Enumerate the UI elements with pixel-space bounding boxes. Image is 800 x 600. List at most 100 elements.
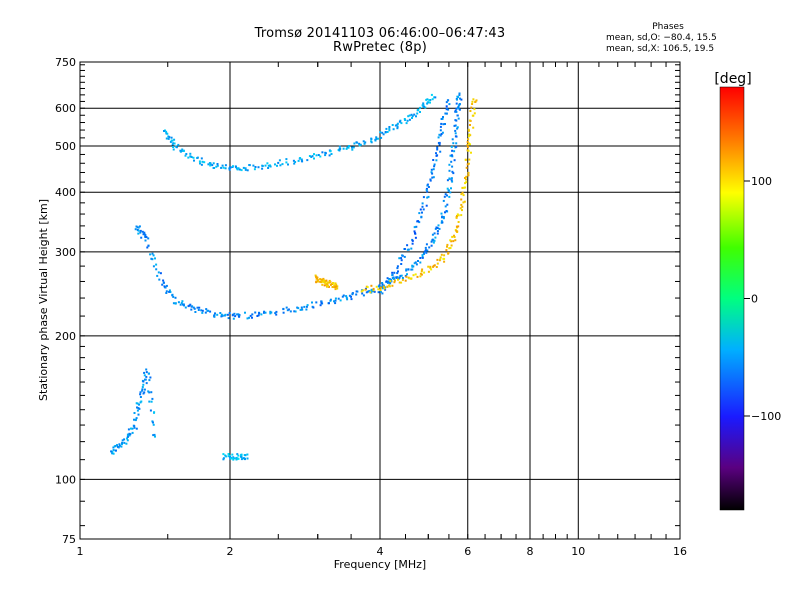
data-point [324,154,327,157]
data-point [224,167,227,170]
data-point [336,287,339,290]
data-point [375,285,378,288]
data-point [242,166,245,169]
data-point [287,163,289,166]
data-point [413,230,416,233]
data-point [121,439,124,442]
data-point [237,167,240,170]
data-point [454,229,457,231]
data-point [286,309,289,312]
data-point [426,98,429,101]
data-point [222,166,225,169]
data-point [420,215,423,218]
data-point [392,277,395,280]
data-point [269,310,272,313]
data-point [275,313,278,316]
data-point [440,118,443,120]
data-point [246,457,249,460]
data-point [450,154,453,157]
data-point [468,119,471,122]
data-point [308,155,311,157]
data-point [179,303,182,306]
data-point [433,165,436,168]
data-point [441,215,444,218]
data-point [445,249,448,252]
data-point [381,292,384,295]
data-point [430,93,433,96]
data-point [393,279,396,282]
data-point [155,268,158,271]
data-point [237,313,240,316]
data-point [191,305,194,308]
data-point [219,312,222,314]
data-point [165,290,168,293]
data-point [420,273,423,276]
data-point [328,279,331,282]
data-point [407,268,410,271]
data-point [216,164,219,167]
data-point [228,312,231,314]
data-point [146,246,149,249]
data-point [377,291,380,294]
data-point [317,154,320,156]
data-point [446,194,448,197]
data-point [240,454,242,457]
data-point [410,268,413,271]
data-point [165,292,168,294]
data-point [391,124,394,126]
data-point [450,160,453,163]
data-point [165,137,168,140]
data-point [429,101,431,104]
data-point [411,239,414,242]
data-point [440,133,443,135]
data-point [467,171,470,174]
data-point [112,452,115,455]
data-point [450,244,453,247]
data-point [125,442,128,445]
data-point [348,145,350,147]
data-point [430,240,433,243]
data-point [192,156,195,159]
data-point [458,94,461,97]
data-point [448,195,451,198]
data-point [163,285,166,288]
data-point [238,314,241,316]
data-point [424,246,427,249]
x-tick-label: 4 [377,545,384,558]
data-points [110,92,478,461]
data-point [386,281,389,284]
data-point [126,437,128,440]
data-point [355,141,358,144]
data-point [446,243,449,246]
data-point [141,230,144,233]
data-point [426,190,429,193]
data-point [155,263,158,266]
data-point [133,426,136,429]
data-point [455,145,458,148]
data-point [447,189,450,192]
data-point [469,134,472,137]
data-point [237,454,240,457]
data-point [416,112,419,115]
data-point [139,231,142,234]
data-point [135,417,138,420]
data-point [326,281,329,284]
data-point [111,452,114,455]
data-point [450,145,453,148]
data-point [152,434,155,437]
data-point [123,438,126,441]
data-point [148,379,151,382]
data-point [410,113,413,116]
data-point [455,230,458,233]
data-point [430,244,433,247]
data-point [465,181,468,184]
data-point [419,106,422,109]
data-point [457,105,460,108]
data-point [231,453,234,456]
data-point [384,288,387,291]
data-point [397,278,399,281]
data-point [138,407,141,410]
data-point [301,160,304,163]
data-point [396,126,399,128]
data-point [213,314,216,317]
